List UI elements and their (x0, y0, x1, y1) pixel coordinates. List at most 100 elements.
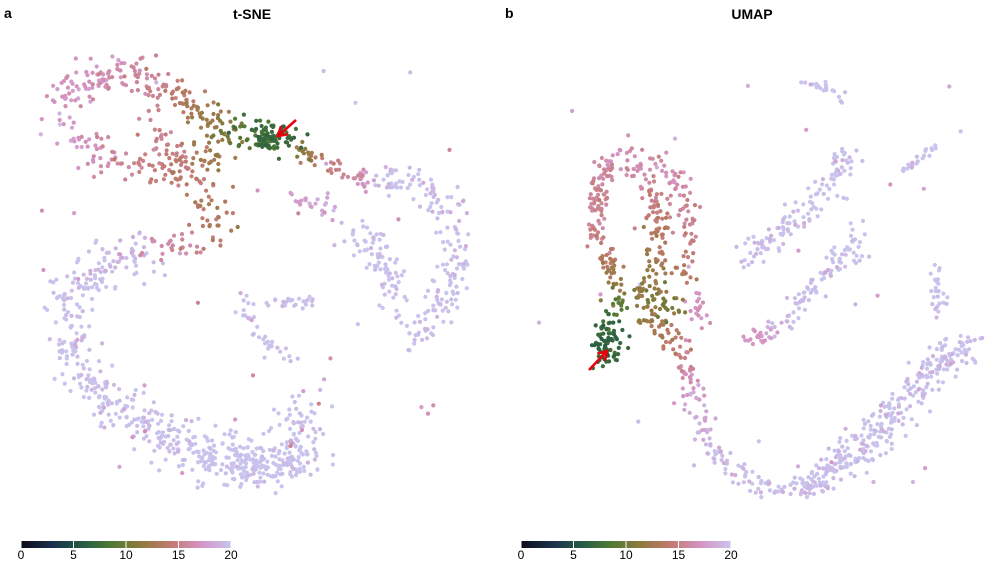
scatter-point-umap (834, 468, 839, 473)
scatter-point-tsne (330, 218, 335, 223)
scatter-point-tsne (364, 170, 369, 175)
scatter-point-umap (806, 211, 811, 216)
scatter-point-tsne (160, 251, 165, 256)
scatter-point-tsne (205, 123, 210, 128)
scatter-point-tsne (241, 446, 246, 451)
scatter-point-umap (596, 192, 601, 197)
scatter-point-tsne (76, 276, 81, 282)
scatter-point-tsne (230, 470, 235, 475)
scatter-point-umap (685, 255, 691, 260)
scatter-point-tsne (112, 157, 117, 162)
scatter-point-tsne (441, 240, 446, 245)
scatter-point-tsne (238, 484, 243, 489)
scatter-point-umap (853, 260, 859, 266)
scatter-point-umap (838, 453, 843, 458)
scatter-point-tsne (244, 457, 249, 462)
scatter-point-umap (793, 301, 798, 306)
scatter-point-tsne (129, 88, 134, 94)
scatter-point-umap (600, 182, 605, 187)
scatter-point-umap (811, 491, 817, 496)
scatter-point-umap (745, 83, 751, 88)
scatter-point-tsne (196, 449, 201, 455)
scatter-point-tsne (132, 272, 137, 277)
scatter-point-umap (680, 184, 686, 189)
scatter-point-umap (689, 317, 694, 322)
scatter-point-umap (723, 471, 728, 476)
scatter-point-umap (802, 307, 808, 312)
scatter-point-tsne (154, 136, 159, 141)
scatter-point-tsne (122, 61, 127, 66)
scatter-point-tsne (179, 141, 185, 146)
scatter-point-tsne (228, 119, 233, 124)
scatter-point-tsne (178, 246, 183, 251)
scatter-point-umap (854, 253, 859, 258)
scatter-point-tsne (296, 393, 302, 398)
scatter-point-umap (929, 374, 934, 379)
scatter-point-umap (766, 227, 771, 232)
scatter-point-tsne (295, 356, 300, 361)
scatter-point-tsne (431, 303, 436, 308)
scatter-point-tsne (279, 484, 284, 489)
scatter-point-tsne (411, 197, 416, 202)
arrow-head (276, 126, 289, 138)
scatter-point-tsne (464, 286, 469, 291)
scatter-point-tsne (258, 475, 263, 480)
scatter-point-umap (688, 308, 693, 314)
scatter-point-umap (889, 441, 894, 446)
scatter-point-tsne (69, 125, 75, 130)
scatter-point-umap (660, 216, 665, 221)
scatter-point-tsne (190, 442, 195, 448)
scatter-point-tsne (321, 431, 326, 437)
scatter-point-tsne (98, 156, 103, 161)
scatter-point-tsne (169, 91, 174, 96)
scatter-point-tsne (273, 491, 278, 496)
scatter-point-tsne (458, 244, 463, 249)
scatter-point-tsne (206, 202, 212, 207)
scatter-point-tsne (98, 424, 103, 429)
scatter-point-tsne (306, 434, 311, 439)
scatter-point-tsne (353, 176, 358, 181)
scatter-point-umap (713, 416, 718, 421)
scatter-point-tsne (189, 230, 195, 235)
scatter-point-tsne (190, 161, 195, 166)
scatter-point-tsne (430, 185, 435, 190)
scatter-point-umap (694, 290, 699, 296)
scatter-point-tsne (198, 250, 203, 255)
scatter-point-umap (602, 216, 607, 221)
scatter-point-tsne (313, 436, 318, 441)
scatter-point-tsne (251, 302, 256, 307)
scatter-point-tsne (233, 417, 238, 422)
scatter-point-tsne (342, 239, 347, 244)
scatter-point-tsne (405, 185, 410, 191)
scatter-point-umap (891, 419, 897, 424)
scatter-point-tsne (286, 143, 291, 148)
scatter-point-tsne (302, 419, 307, 424)
scatter-point-tsne (268, 145, 273, 150)
scatter-point-tsne (99, 279, 105, 284)
scatter-point-umap (887, 434, 893, 439)
scatter-point-umap (861, 456, 866, 461)
scatter-point-tsne (78, 104, 83, 109)
scatter-point-tsne (216, 161, 221, 167)
scatter-point-tsne (211, 100, 216, 105)
scatter-point-tsne (176, 183, 181, 188)
scatter-point-tsne (79, 324, 84, 329)
scatter-point-umap (613, 334, 618, 340)
scatter-point-tsne (126, 165, 131, 170)
scatter-point-tsne (325, 191, 330, 196)
scatter-point-umap (791, 319, 796, 324)
scatter-point-umap (814, 463, 819, 468)
scatter-point-tsne (157, 128, 162, 133)
scatter-point-tsne (457, 262, 462, 267)
scatter-point-tsne (256, 335, 262, 340)
scatter-point-umap (829, 172, 835, 177)
scatter-point-umap (693, 234, 698, 239)
scatter-point-tsne (181, 424, 186, 429)
scatter-point-tsne (146, 427, 151, 432)
scatter-point-tsne (134, 61, 139, 66)
scatter-point-tsne (144, 76, 150, 81)
scatter-point-umap (843, 426, 848, 431)
scatter-point-umap (611, 331, 616, 336)
scatter-point-umap (647, 274, 652, 279)
scatter-point-umap (601, 235, 606, 240)
